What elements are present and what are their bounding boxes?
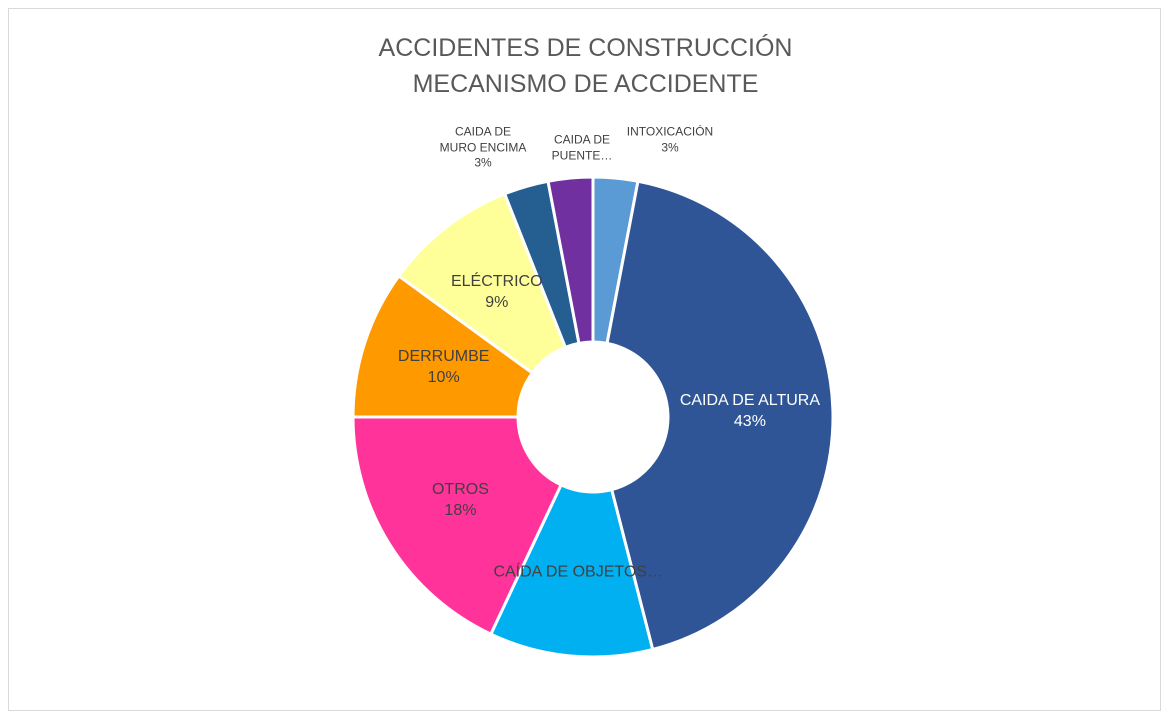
category-label: CAIDA DE PUENTE… bbox=[551, 132, 613, 162]
category-label: DERRUMBE bbox=[397, 348, 490, 366]
donut-slice bbox=[546, 175, 595, 346]
donut-slice bbox=[351, 273, 535, 419]
donut-slice bbox=[396, 191, 568, 376]
chart-title: ACCIDENTES DE CONSTRUCCIÓN bbox=[378, 34, 793, 62]
chart-frame bbox=[8, 8, 1161, 711]
category-label: OTROS bbox=[431, 481, 489, 499]
value-label: 9% bbox=[485, 293, 509, 311]
data-label: CAIDA DE ALTURA 43% bbox=[665, 391, 835, 433]
data-label: CAIDA DE PUENTE… bbox=[535, 132, 630, 163]
data-label: DERRUMBE 10% bbox=[359, 348, 529, 390]
data-label: CAÍDA DE OBJETOS… bbox=[493, 563, 663, 584]
donut-slice bbox=[605, 179, 835, 652]
category-label: INTOXICACIÓN bbox=[626, 124, 714, 139]
value-label: 3% bbox=[474, 155, 492, 170]
chart-subtitle: MECANISMO DE ACCIDENTE bbox=[412, 70, 759, 98]
category-label: CAÍDA DE OBJETOS… bbox=[493, 563, 663, 581]
value-label: 10% bbox=[427, 369, 460, 387]
data-label: OTROS 18% bbox=[375, 480, 545, 522]
donut-slice bbox=[488, 482, 655, 659]
data-label: ELÉCTRICO 9% bbox=[412, 272, 582, 314]
category-label: CAIDA DE MURO ENCIMA bbox=[439, 124, 527, 155]
data-label: INTOXICACIÓN 3% bbox=[623, 124, 718, 155]
value-label: 3% bbox=[661, 140, 679, 154]
value-label: 18% bbox=[444, 502, 477, 520]
category-label: ELÉCTRICO bbox=[450, 273, 543, 291]
value-label: 43% bbox=[733, 413, 766, 431]
donut-slice bbox=[351, 415, 564, 637]
data-label: CAIDA DE MURO ENCIMA 3% bbox=[436, 125, 531, 172]
category-label: CAIDA DE ALTURA bbox=[679, 392, 821, 410]
